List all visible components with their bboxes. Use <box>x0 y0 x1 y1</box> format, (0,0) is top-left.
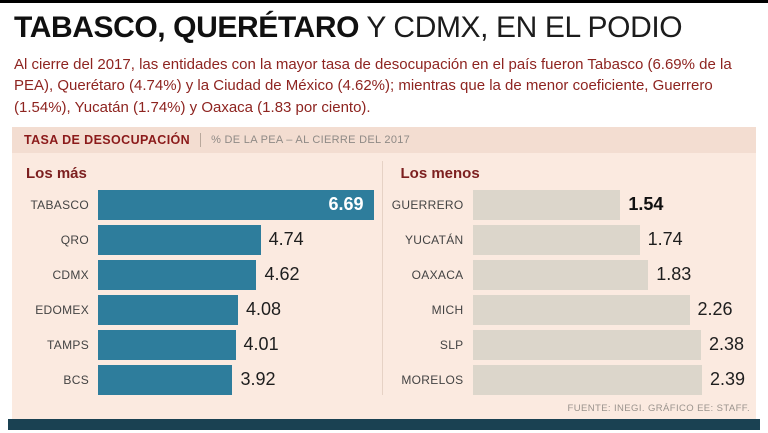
bar-value: 2.39 <box>710 369 746 390</box>
bar-label: YUCATÁN <box>404 232 464 247</box>
bar-value: 4.74 <box>268 229 304 250</box>
bar-label: OAXACA <box>411 267 464 282</box>
bar-row: TABASCO 6.69 <box>16 189 374 220</box>
bar-track: 4.08 <box>98 294 374 325</box>
bar-track: 2.26 <box>472 294 749 325</box>
bar-row: EDOMEX 4.08 <box>16 294 374 325</box>
bar-value: 3.92 <box>240 369 276 390</box>
bar-label: MORELOS <box>401 372 464 387</box>
bar-track: 6.69 <box>98 189 374 220</box>
chart-section: TASA DE DESOCUPACIÓN % DE LA PEA – AL CI… <box>12 126 756 421</box>
bar-track: 4.62 <box>98 259 374 290</box>
bar <box>98 364 233 395</box>
chart-panels: Los más TABASCO 6.69 QRO 4.74 CDMX 4.62 EDOMEX… <box>12 153 756 395</box>
bar <box>98 259 257 290</box>
bar-label: TABASCO <box>30 197 89 212</box>
bar-track: 4.74 <box>98 224 374 255</box>
bar-label: TAMPS <box>47 337 89 352</box>
page-title: TABASCO, QUERÉTARO Y CDMX, EN EL PODIO <box>0 3 768 46</box>
bar-track: 4.01 <box>98 329 374 360</box>
title-bold-segment: TABASCO, QUERÉTARO <box>14 11 360 44</box>
bar-track: 1.83 <box>472 259 749 290</box>
bar-value: 2.38 <box>709 334 745 355</box>
bar-row: CDMX 4.62 <box>16 259 374 290</box>
bar-row: GUERRERO 1.54 <box>391 189 749 220</box>
section-subtitle: % DE LA PEA – AL CIERRE DEL 2017 <box>211 133 411 146</box>
bar <box>472 329 702 360</box>
bar-label: SLP <box>439 337 464 352</box>
bar-track: 2.38 <box>472 329 749 360</box>
panel-least: Los menos GUERRERO 1.54 YUCATÁN 1.74 OAXACA 1… <box>391 161 749 395</box>
bar-track: 1.74 <box>472 224 749 255</box>
bar-row: MORELOS 2.39 <box>391 364 749 395</box>
panel-most: Los más TABASCO 6.69 QRO 4.74 CDMX 4.62 EDOMEX… <box>16 161 374 395</box>
bar <box>98 329 236 360</box>
section-header-bar: TASA DE DESOCUPACIÓN % DE LA PEA – AL CI… <box>12 126 756 153</box>
bar <box>472 259 649 290</box>
bar <box>98 294 238 325</box>
bar <box>472 364 702 395</box>
bar-track: 2.39 <box>472 364 749 395</box>
source-credit: FUENTE: INEGI. GRÁFICO EE: STAFF. <box>567 402 750 414</box>
bar-value: 1.83 <box>656 264 692 285</box>
bar-track: 3.92 <box>98 364 374 395</box>
bar-label: GUERRERO <box>391 197 464 212</box>
bar-row: TAMPS 4.01 <box>16 329 374 360</box>
bar-row: MICH 2.26 <box>391 294 749 325</box>
bar-row: SLP 2.38 <box>391 329 749 360</box>
bar-label: MICH <box>431 302 464 317</box>
panel-title-most: Los más <box>26 164 87 182</box>
bar-value: 4.08 <box>245 299 282 320</box>
bar-label: CDMX <box>52 267 89 282</box>
bar-chart-least: GUERRERO 1.54 YUCATÁN 1.74 OAXACA 1.83 MICH 2.2… <box>391 189 749 395</box>
bar-track: 1.54 <box>472 189 749 220</box>
bar-label: BCS <box>63 372 89 387</box>
bar <box>472 294 690 325</box>
bottom-bar <box>8 419 760 430</box>
bar-row: OAXACA 1.83 <box>391 259 749 290</box>
bar-value: 4.01 <box>243 334 279 355</box>
bar: 6.69 <box>98 189 374 220</box>
bar-label: EDOMEX <box>35 302 89 317</box>
bar-value: 4.62 <box>264 264 300 285</box>
top-rule <box>0 0 768 3</box>
bar-value: 1.54 <box>628 194 664 215</box>
title-regular-segment: Y CDMX, EN EL PODIO <box>359 11 683 44</box>
bar-value: 6.69 <box>328 194 364 215</box>
section-title: TASA DE DESOCUPACIÓN <box>24 132 191 147</box>
bar-chart-most: TABASCO 6.69 QRO 4.74 CDMX 4.62 EDOMEX 4.08 TAMP… <box>16 189 374 395</box>
bar-row: QRO 4.74 <box>16 224 374 255</box>
bar-value: 2.26 <box>697 299 733 320</box>
bar <box>98 224 261 255</box>
bar-row: BCS 3.92 <box>16 364 374 395</box>
panel-title-least: Los menos <box>400 164 480 182</box>
bar-row: YUCATÁN 1.74 <box>391 224 749 255</box>
bar-label: QRO <box>60 232 89 247</box>
bar <box>472 189 621 220</box>
intro-paragraph: Al cierre del 2017, las entidades con la… <box>14 56 732 116</box>
separator-rule <box>200 132 202 147</box>
panel-divider <box>381 160 383 395</box>
bar-value: 1.74 <box>647 229 683 250</box>
bar <box>472 224 640 255</box>
